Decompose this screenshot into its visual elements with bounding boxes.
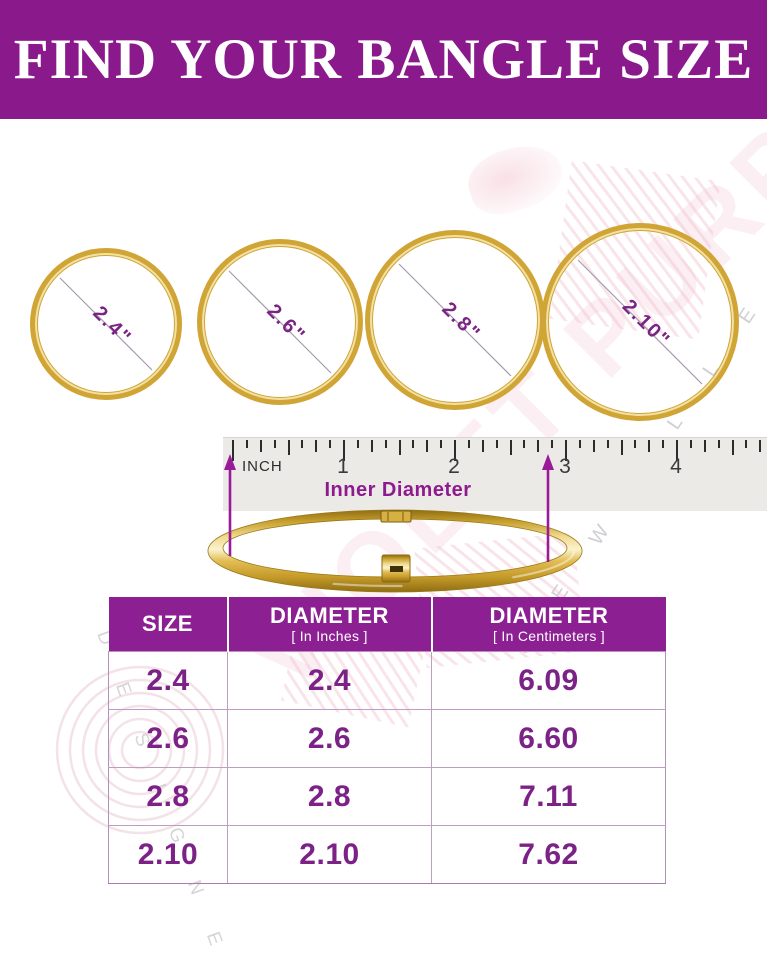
ruler-tick [315, 440, 318, 452]
ruler-tick [648, 440, 651, 452]
ruler-tick [245, 440, 248, 448]
diameter-line [59, 277, 153, 371]
bangle-circle-2.10: 2.10" [541, 223, 739, 421]
table-row: 2.4 2.4 6.09 [108, 651, 666, 710]
ruler-number-2: 2 [448, 455, 460, 478]
ruler-tick [495, 440, 498, 448]
ruler-tick [634, 440, 637, 448]
table-row: 2.6 2.6 6.60 [108, 709, 666, 768]
size-cell: 2.6 [108, 709, 228, 768]
column-subtitle: [ In Centimeters ] [493, 628, 605, 644]
bangle-circle-2.6: 2.6" [197, 239, 363, 405]
bangle-clasp-slot [390, 566, 403, 572]
centimeters-cell: 6.60 [431, 709, 666, 768]
inner-diameter-arrows [224, 454, 554, 562]
size-cell: 2.8 [108, 767, 228, 826]
ruler-tick [592, 440, 595, 452]
table-header-row: SIZE DIAMETER [ In Inches ] DIAMETER [ I… [108, 597, 666, 652]
diameter-line [577, 259, 703, 385]
size-label-2.4: 2.4" [88, 302, 136, 350]
bangle-size-circles: 2.4" 2.6" 2.8" 2.10" [30, 223, 739, 421]
centimeters-cell: 7.11 [431, 767, 666, 826]
column-header-diameter-cm: DIAMETER [ In Centimeters ] [430, 597, 666, 652]
ruler-tick [343, 440, 345, 461]
ruler-tick [356, 440, 359, 448]
bangle-circle-2.4: 2.4" [30, 248, 182, 400]
inch-ruler: INCH 1 2 3 4 Inner Diameter [223, 437, 767, 511]
ruler-tick [232, 440, 234, 461]
ruler-tick [440, 440, 443, 448]
inches-cell: 2.10 [227, 825, 432, 884]
ruler-tick [662, 440, 665, 448]
ruler-tick [412, 440, 415, 448]
inches-cell: 2.4 [227, 651, 432, 710]
size-label-2.8: 2.8" [437, 298, 485, 346]
ruler-number-1: 1 [337, 455, 349, 478]
size-table: SIZE DIAMETER [ In Inches ] DIAMETER [ I… [108, 597, 666, 884]
bangle-photo [207, 509, 583, 593]
inner-diameter-label: Inner Diameter [324, 479, 472, 501]
size-label-2.6: 2.6" [262, 300, 310, 348]
ruler-tick [551, 440, 554, 448]
ruler-tick [454, 440, 456, 461]
ruler-tick [384, 440, 387, 448]
ruler-tick [509, 440, 512, 455]
column-subtitle: [ In Inches ] [291, 628, 368, 644]
ruler-tick [745, 440, 748, 448]
size-cell: 2.4 [108, 651, 228, 710]
centimeters-cell: 7.62 [431, 825, 666, 884]
centimeters-cell: 6.09 [431, 651, 666, 710]
size-cell: 2.10 [108, 825, 228, 884]
left-arrow-head [224, 454, 236, 470]
ruler-tick [606, 440, 609, 448]
ruler-tick [287, 440, 290, 455]
bangle-highlight [214, 514, 576, 588]
ruler-number-4: 4 [670, 455, 682, 478]
ruler-tick [426, 440, 429, 452]
header-banner: FIND YOUR BANGLE SIZE [0, 0, 767, 119]
ruler-tick [398, 440, 401, 455]
ruler-tick [467, 440, 470, 448]
ruler-number-3: 3 [559, 455, 571, 478]
ruler-tick [329, 440, 332, 448]
ruler-tick [259, 440, 262, 452]
ruler-tick [273, 440, 276, 448]
ruler-tick [731, 440, 734, 455]
page-title: FIND YOUR BANGLE SIZE [13, 28, 754, 91]
ruler-unit-label: INCH [242, 458, 283, 475]
table-row: 2.8 2.8 7.11 [108, 767, 666, 826]
ruler-tick [578, 440, 581, 448]
column-title: DIAMETER [489, 603, 609, 628]
bangle-circle-2.8: 2.8" [365, 230, 545, 410]
ruler-tick [481, 440, 484, 452]
inches-cell: 2.6 [227, 709, 432, 768]
ruler-tick [759, 440, 762, 452]
right-arrow-head [542, 454, 554, 470]
diameter-line [398, 263, 512, 377]
ruler-tick [537, 440, 540, 452]
column-title: SIZE [142, 611, 193, 636]
ruler-tick [620, 440, 623, 455]
ruler-tick [689, 440, 692, 448]
ruler-tick [523, 440, 526, 448]
inches-cell: 2.8 [227, 767, 432, 826]
ruler-tick [676, 440, 678, 461]
column-title: DIAMETER [270, 603, 389, 628]
ruler-tick [703, 440, 706, 452]
column-header-size: SIZE [108, 597, 228, 652]
ruler-tick [370, 440, 373, 452]
diameter-line [228, 270, 332, 374]
ruler-tick [717, 440, 720, 448]
ruler-tick [565, 440, 567, 461]
ruler-tick [301, 440, 304, 448]
column-header-diameter-inches: DIAMETER [ In Inches ] [226, 597, 432, 652]
size-label-2.10: 2.10" [618, 295, 675, 352]
table-row: 2.10 2.10 7.62 [108, 825, 666, 884]
